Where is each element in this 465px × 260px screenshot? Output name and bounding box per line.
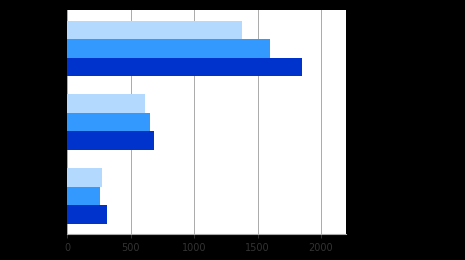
Bar <box>67 132 153 150</box>
Bar <box>67 39 270 57</box>
Bar <box>67 21 242 39</box>
Bar <box>67 94 146 113</box>
Bar <box>67 113 150 132</box>
Bar <box>67 168 102 187</box>
Bar <box>67 57 302 76</box>
Bar <box>67 187 100 205</box>
Bar <box>67 205 107 224</box>
